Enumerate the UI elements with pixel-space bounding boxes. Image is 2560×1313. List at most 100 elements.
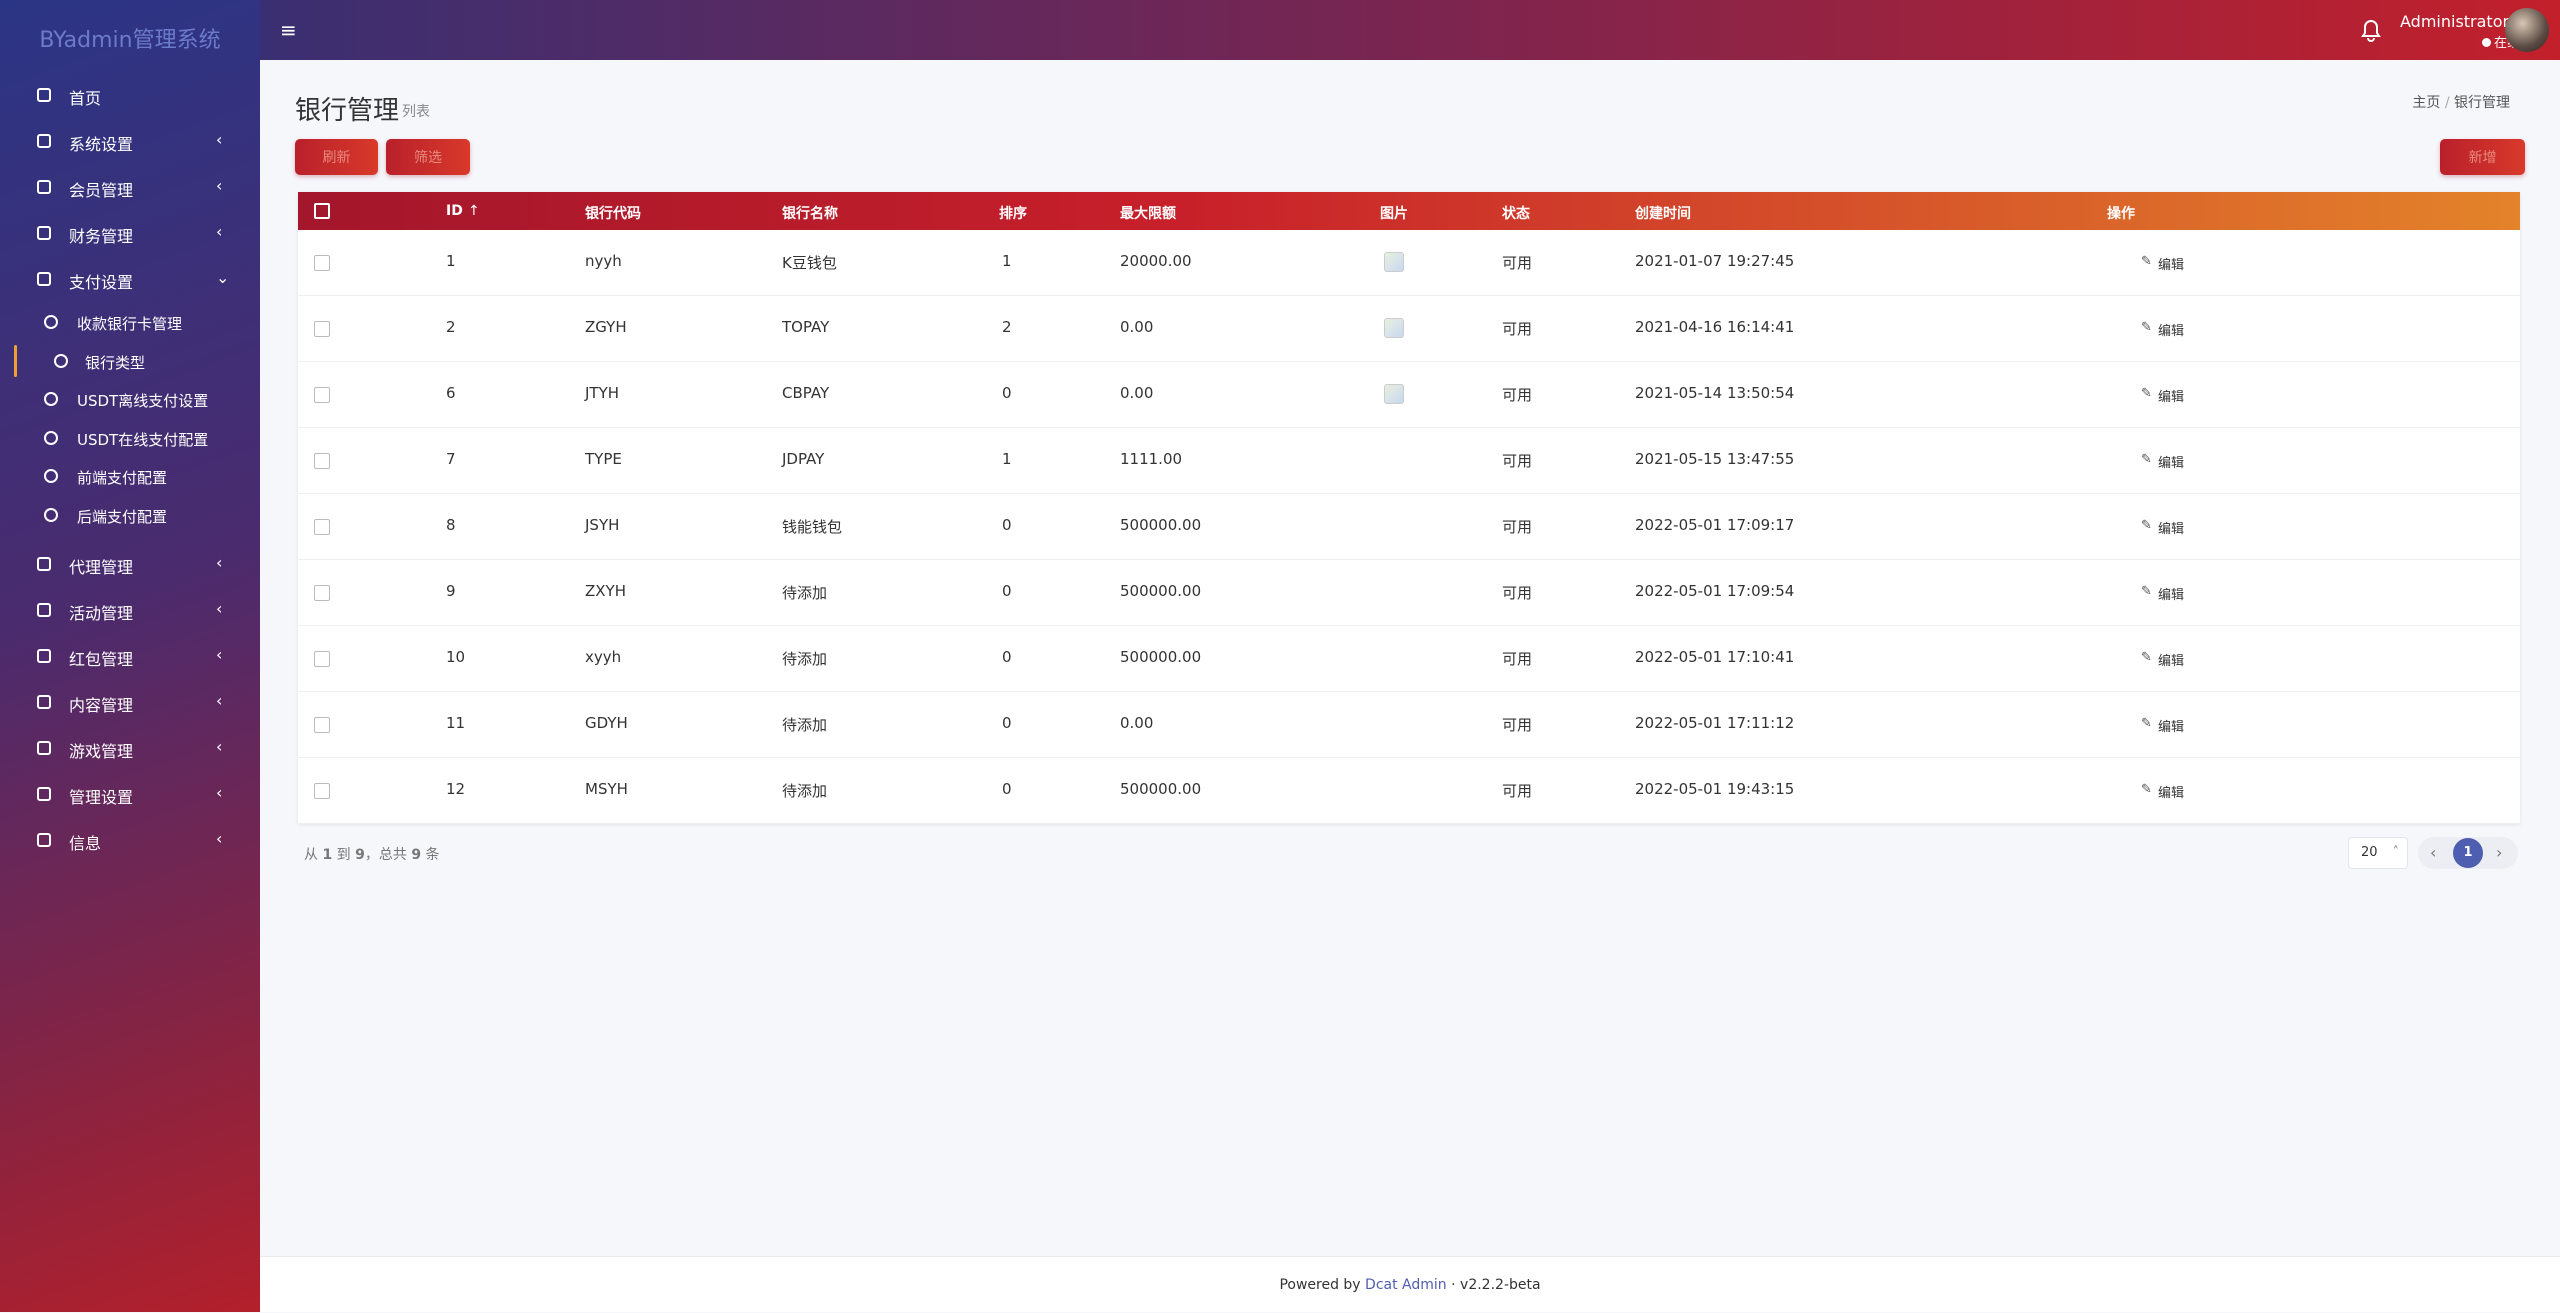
menu-arrow: ‹ xyxy=(216,736,223,756)
menu-item[interactable]: 支付设置 xyxy=(69,273,134,292)
edit-icon: ✎ xyxy=(2141,452,2152,467)
current-page[interactable]: 1 xyxy=(2453,838,2483,868)
page-title: 银行管理 xyxy=(295,96,400,126)
per-page: 20 xyxy=(2361,845,2378,860)
bell-icon[interactable] xyxy=(2360,18,2382,42)
cell: 0.00 xyxy=(1120,384,1154,402)
cell: 500000.00 xyxy=(1120,516,1202,534)
cell: 1111.00 xyxy=(1120,450,1183,468)
row-checkbox[interactable] xyxy=(314,585,330,601)
filter-button[interactable]: 筛选 xyxy=(386,139,470,175)
edit-link[interactable]: 编辑 xyxy=(2158,258,2185,273)
pi-from-label: 从 xyxy=(304,847,318,863)
brand[interactable]: BYadmin管理系统 xyxy=(39,28,221,53)
edit-icon: ✎ xyxy=(2141,584,2152,599)
menu-arrow: ‹ xyxy=(216,222,223,241)
menu-item[interactable]: 代理管理 xyxy=(69,557,134,577)
image-thumb xyxy=(1384,318,1404,338)
per-page-select[interactable]: 20 ˄ xyxy=(2348,837,2408,869)
edit-link[interactable]: 编辑 xyxy=(2158,522,2185,537)
breadcrumb-home[interactable]: 主页 xyxy=(2412,95,2441,111)
submenu-item[interactable]: 收款银行卡管理 xyxy=(77,315,183,333)
cell: TYPE xyxy=(585,450,622,468)
column-header: 状态 xyxy=(1502,206,1530,222)
table-row: 1 nyyh K豆钱包 1 20000.00 可用 2021-01-07 19:27:45 ✎… xyxy=(298,230,2520,296)
menu-item[interactable]: 内容管理 xyxy=(69,695,134,715)
cell: 1 xyxy=(446,252,456,270)
user-name[interactable]: Administrator xyxy=(2400,12,2510,31)
menu-icon xyxy=(37,832,51,847)
menu-item[interactable]: 财务管理 xyxy=(69,227,134,246)
image-thumb xyxy=(1384,384,1404,404)
menu-item[interactable]: 红包管理 xyxy=(69,649,134,669)
row-checkbox[interactable] xyxy=(314,717,330,733)
cell: 20000.00 xyxy=(1120,252,1192,270)
cell: 钱能钱包 xyxy=(782,518,843,536)
row-checkbox[interactable] xyxy=(314,651,330,667)
column-header: 操作 xyxy=(2107,206,2135,222)
cell: CBPAY xyxy=(782,384,830,402)
menu-arrow: ‹ xyxy=(216,644,223,664)
header: ≡ Administrator 在线 xyxy=(260,0,2560,60)
cell: nyyh xyxy=(585,252,622,270)
row-checkbox[interactable] xyxy=(314,783,330,799)
submenu-icon xyxy=(54,353,68,368)
footer-link[interactable]: Dcat Admin xyxy=(1365,1277,1447,1293)
edit-link[interactable]: 编辑 xyxy=(2158,654,2185,669)
pi-from: 1 xyxy=(322,847,333,863)
submenu-item[interactable]: 前端支付配置 xyxy=(77,469,168,488)
menu-item[interactable]: 活动管理 xyxy=(69,603,134,623)
submenu-item[interactable]: 银行类型 xyxy=(85,353,146,372)
menu-toggle[interactable]: ≡ xyxy=(280,18,297,42)
menu-icon xyxy=(37,786,51,801)
menu-item[interactable]: 会员管理 xyxy=(69,181,134,200)
column-header: 银行名称 xyxy=(782,206,838,222)
menu-item[interactable]: 系统设置 xyxy=(69,135,134,154)
edit-link[interactable]: 编辑 xyxy=(2158,588,2185,603)
menu-icon xyxy=(37,556,51,571)
select-all[interactable] xyxy=(314,203,330,219)
cell: 0 xyxy=(1002,384,1012,402)
data-table: ID 银行代码 银行名称 排序 最大限额 图片 状态 创建时间 操作 ↑ 1 nyyh K豆钱包 1 20… xyxy=(298,192,2520,824)
cell: JTYH xyxy=(585,384,620,402)
active-indicator xyxy=(14,344,17,377)
table-row: 7 TYPE JDPAY 1 1111.00 可用 2021-05-15 13:47:55 ✎… xyxy=(298,428,2520,494)
submenu-item[interactable]: USDT在线支付配置 xyxy=(77,430,209,449)
row-checkbox[interactable] xyxy=(314,255,330,271)
create-button[interactable]: 新增 xyxy=(2440,139,2525,175)
submenu-item[interactable]: 后端支付配置 xyxy=(77,508,168,526)
cell: GDYH xyxy=(585,714,628,732)
prev-page[interactable]: ‹ xyxy=(2430,843,2437,862)
row-checkbox[interactable] xyxy=(314,453,330,469)
sort-icon: ↑ xyxy=(468,203,480,219)
edit-link[interactable]: 编辑 xyxy=(2158,720,2185,735)
menu-item[interactable]: 管理设置 xyxy=(69,787,134,807)
pi-total-label: ，总共 xyxy=(364,847,407,863)
menu-item[interactable]: 游戏管理 xyxy=(69,741,134,761)
menu-icon xyxy=(37,134,51,148)
cell: 0.00 xyxy=(1120,714,1154,732)
cell: 1 xyxy=(1002,252,1012,270)
row-checkbox[interactable] xyxy=(314,321,330,337)
column-header: 排序 xyxy=(999,206,1027,222)
next-page[interactable]: › xyxy=(2496,843,2503,862)
edit-link[interactable]: 编辑 xyxy=(2158,324,2185,339)
menu-item[interactable]: 信息 xyxy=(69,833,102,853)
edit-link[interactable]: 编辑 xyxy=(2158,390,2185,405)
cell: 8 xyxy=(446,516,456,534)
submenu-item[interactable]: USDT离线支付设置 xyxy=(77,392,209,411)
edit-link[interactable]: 编辑 xyxy=(2158,786,2185,801)
cell: 6 xyxy=(446,384,456,402)
edit-icon: ✎ xyxy=(2141,518,2152,533)
row-checkbox[interactable] xyxy=(314,387,330,403)
table-row: 6 JTYH CBPAY 0 0.00 可用 2021-05-14 13:50:54 ✎ 编辑 xyxy=(298,362,2520,428)
avatar[interactable] xyxy=(2505,8,2549,52)
cell: 2 xyxy=(1002,318,1012,336)
refresh-button[interactable]: 刷新 xyxy=(295,139,378,175)
menu-icon xyxy=(37,226,51,240)
menu-item[interactable]: 首页 xyxy=(69,89,102,108)
row-checkbox[interactable] xyxy=(314,519,330,535)
menu-icon xyxy=(37,740,51,755)
edit-link[interactable]: 编辑 xyxy=(2158,456,2185,471)
cell: 可用 xyxy=(1502,518,1533,536)
